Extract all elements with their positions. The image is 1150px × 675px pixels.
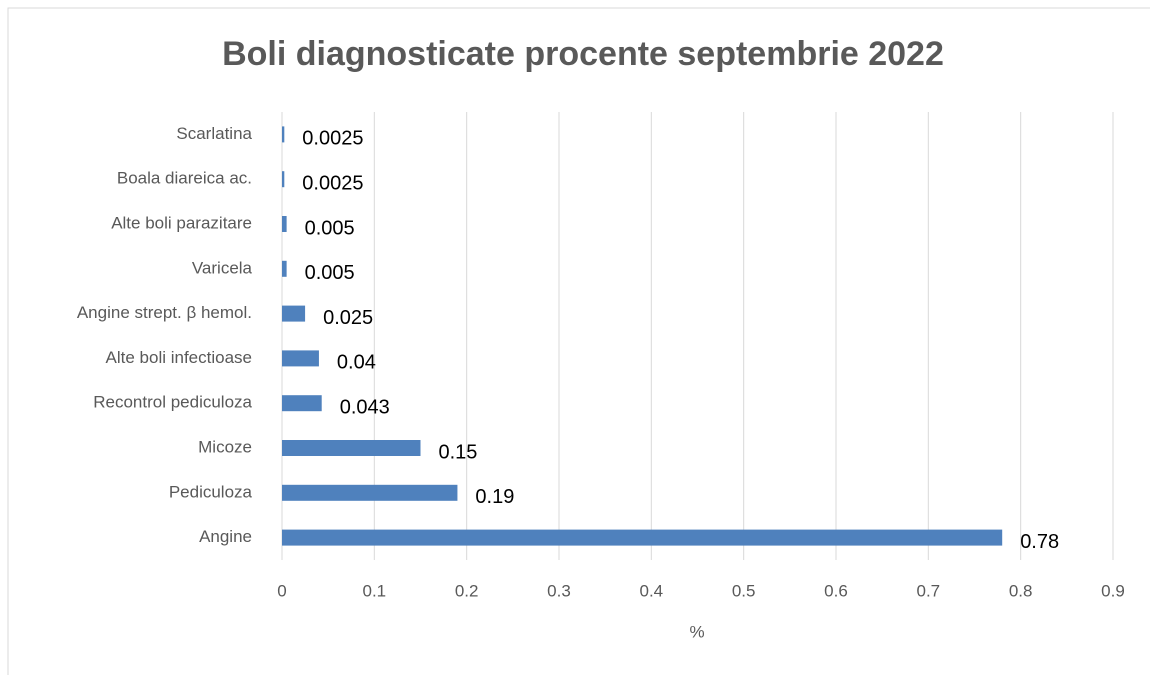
bar <box>282 260 287 277</box>
data-label: 0.0025 <box>302 128 363 150</box>
chart-title: Boli diagnosticate procente septembrie 2… <box>222 35 944 73</box>
data-label: 0.005 <box>305 217 355 239</box>
y-tick-label: Micoze <box>198 437 252 456</box>
bar <box>282 171 285 188</box>
x-tick-label: 0.1 <box>363 581 387 600</box>
data-label: 0.19 <box>475 486 514 508</box>
data-label: 0.04 <box>337 352 376 374</box>
bar <box>282 305 306 322</box>
y-tick-label: Boala diareica ac. <box>117 169 252 188</box>
x-tick-label: 0 <box>277 581 286 600</box>
bar <box>282 484 458 501</box>
y-tick-label: Recontrol pediculoza <box>93 393 252 412</box>
bar <box>282 350 319 367</box>
data-label: 0.0025 <box>302 172 363 194</box>
bar <box>282 395 322 412</box>
y-tick-label: Pediculoza <box>169 482 253 501</box>
x-tick-label: 0.8 <box>1009 581 1033 600</box>
y-tick-label: Angine strept. β hemol. <box>77 303 252 322</box>
x-tick-label: 0.7 <box>917 581 941 600</box>
x-tick-label: 0.4 <box>640 581 664 600</box>
x-tick-label: 0.9 <box>1101 581 1125 600</box>
y-tick-label: Alte boli infectioase <box>106 348 252 367</box>
x-tick-label: 0.5 <box>732 581 756 600</box>
data-label: 0.025 <box>323 307 373 329</box>
x-tick-label: 0.6 <box>824 581 848 600</box>
bar <box>282 126 285 143</box>
bar <box>282 440 421 456</box>
bar <box>282 216 287 232</box>
x-tick-label: 0.3 <box>547 581 571 600</box>
data-label: 0.78 <box>1020 531 1059 553</box>
y-tick-label: Varicela <box>192 258 253 277</box>
data-label: 0.043 <box>340 396 390 418</box>
y-tick-label: Angine <box>199 527 252 546</box>
bar <box>282 529 1003 546</box>
x-tick-label: 0.2 <box>455 581 479 600</box>
data-label: 0.005 <box>305 262 355 284</box>
data-label: 0.15 <box>439 441 478 463</box>
x-axis-label: % <box>689 622 704 641</box>
y-tick-label: Scarlatina <box>176 124 252 143</box>
y-tick-label: Alte boli parazitare <box>111 213 252 232</box>
chart-frame <box>7 7 1150 675</box>
